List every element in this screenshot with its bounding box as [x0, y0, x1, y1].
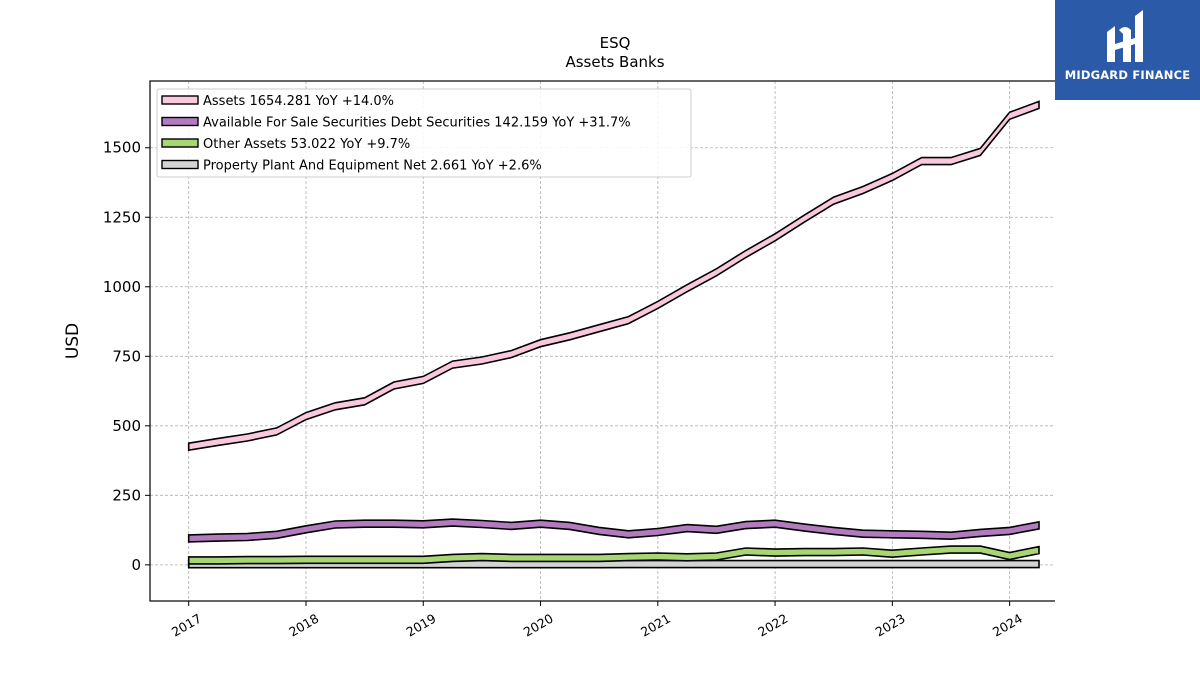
legend-label: Property Plant And Equipment Net 2.661 Y…: [203, 159, 542, 174]
chart-title: ESQ: [600, 34, 631, 52]
y-tick-label: 1000: [103, 278, 141, 296]
y-tick-label: 1250: [103, 208, 141, 226]
plot-frame: [149, 80, 1055, 602]
x-tick-label: 2020: [521, 611, 556, 640]
x-tick-label: 2023: [873, 611, 908, 640]
chart-subtitle: Assets Banks: [565, 53, 664, 71]
logo-text: MIDGARD FINANCE: [1064, 68, 1191, 82]
x-tick-label: 2024: [990, 611, 1025, 640]
brand-logo: MIDGARD FINANCE: [1055, 0, 1200, 100]
legend-box: [156, 88, 692, 178]
series-line: [187, 100, 1040, 452]
legend-label: Other Assets 53.022 YoY +9.7%: [203, 137, 410, 152]
legend-swatch: [161, 159, 199, 170]
y-tick-label: 250: [112, 486, 141, 504]
legend-swatch: [161, 138, 199, 148]
y-tick-label: 0: [131, 556, 141, 574]
x-tick-label: 2021: [638, 611, 673, 640]
x-tick-label: 2019: [403, 611, 438, 640]
logo-mark-icon: [1107, 10, 1143, 62]
y-tick-label: 1500: [103, 139, 141, 157]
y-axis-label: USD: [63, 323, 83, 359]
legend-swatch: [161, 95, 199, 105]
series-line: [187, 518, 1040, 543]
x-tick-label: 2022: [755, 611, 790, 640]
y-tick-label: 500: [112, 417, 141, 435]
legend-label: Assets 1654.281 YoY +14.0%: [203, 94, 394, 109]
x-tick-label: 2018: [286, 611, 321, 640]
x-tick-label: 2017: [169, 611, 204, 640]
legend-swatch: [161, 116, 199, 127]
series-line: [187, 545, 1040, 565]
y-tick-label: 750: [112, 347, 141, 365]
legend-label: Available For Sale Securities Debt Secur…: [203, 116, 631, 131]
